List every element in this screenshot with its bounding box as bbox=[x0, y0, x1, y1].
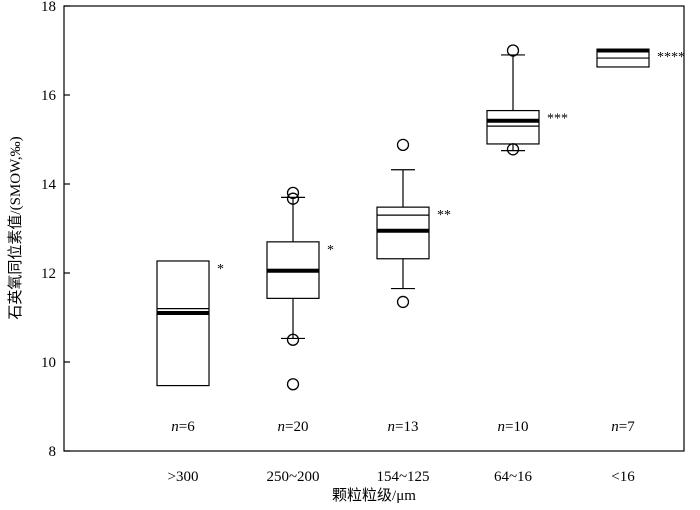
box-iqr bbox=[156, 260, 210, 387]
box-series: * n=6 * n=20 ** n=13 *** n=10 **** n=7 bbox=[156, 44, 685, 435]
box-group: **** n=7 bbox=[596, 48, 685, 435]
y-tick-label: 8 bbox=[49, 444, 57, 460]
x-axis-title: 颗粒粒级/μm bbox=[332, 487, 416, 504]
significance-marker: * bbox=[327, 243, 334, 258]
box-group: * n=20 bbox=[266, 186, 334, 435]
sample-size-label: n=13 bbox=[388, 419, 419, 435]
sample-size-label: n=7 bbox=[611, 419, 635, 435]
x-tick-label: <16 bbox=[611, 469, 635, 485]
box-group: ** n=13 bbox=[376, 138, 451, 435]
outlier-point bbox=[506, 44, 520, 57]
x-tick-label: >300 bbox=[168, 469, 199, 485]
plot-frame bbox=[63, 5, 685, 452]
x-tick-label: 64~16 bbox=[494, 469, 533, 485]
x-tick-label: 250~200 bbox=[266, 469, 319, 485]
x-axis: >300 250~200 154~125 64~16 <16 bbox=[168, 469, 636, 485]
box-iqr bbox=[486, 109, 540, 145]
significance-marker: ** bbox=[437, 208, 451, 223]
sample-size-label: n=20 bbox=[278, 419, 309, 435]
outlier-point bbox=[286, 192, 300, 205]
box-group: *** n=10 bbox=[486, 44, 568, 435]
box-group: * n=6 bbox=[156, 260, 224, 435]
y-tick-label: 10 bbox=[41, 355, 56, 371]
y-tick-label: 18 bbox=[41, 0, 56, 15]
sample-size-label: n=6 bbox=[171, 419, 195, 435]
y-tick-label: 12 bbox=[41, 266, 56, 282]
outlier-point bbox=[286, 333, 300, 346]
outlier-point bbox=[396, 138, 410, 151]
outlier-point bbox=[506, 143, 520, 156]
outlier-point bbox=[286, 378, 300, 391]
significance-marker: *** bbox=[547, 112, 568, 127]
sample-size-label: n=10 bbox=[498, 419, 529, 435]
significance-marker: * bbox=[217, 262, 224, 277]
y-axis-title: 石英氧同位素值/(SMOW,‰) bbox=[6, 136, 24, 319]
y-axis: 8 10 12 14 16 18 bbox=[41, 0, 70, 460]
outlier-point bbox=[286, 186, 300, 200]
significance-marker: **** bbox=[657, 50, 685, 65]
y-tick-label: 16 bbox=[41, 88, 57, 104]
x-tick-label: 154~125 bbox=[376, 469, 429, 485]
y-tick-label: 14 bbox=[41, 177, 57, 193]
outlier-point bbox=[396, 295, 410, 309]
